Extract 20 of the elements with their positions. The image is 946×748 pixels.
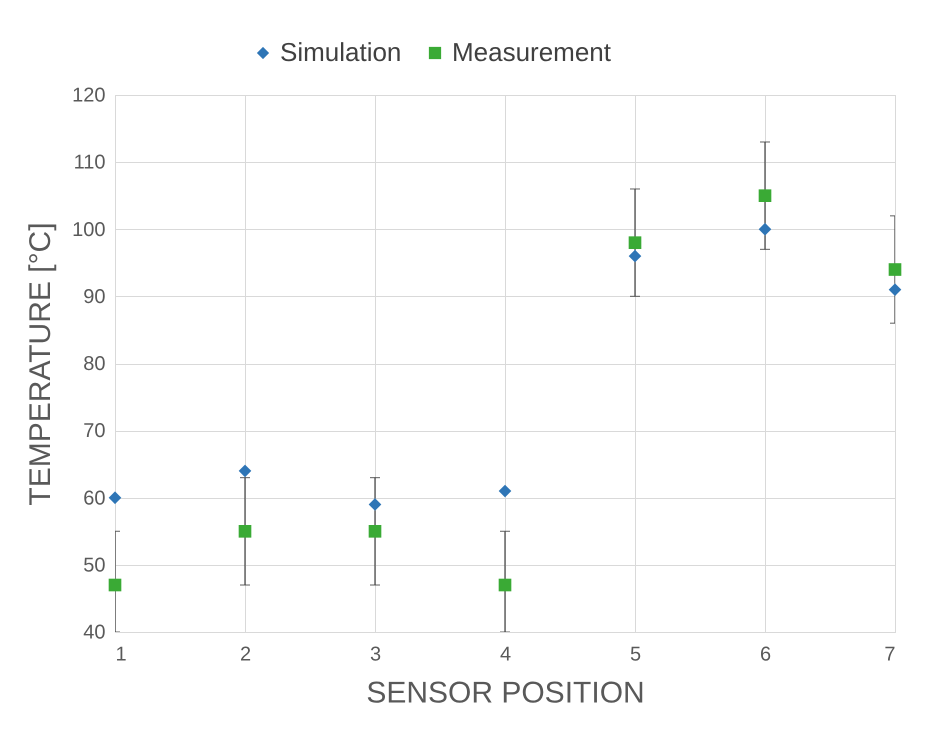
x-tick-label: 2: [240, 644, 252, 666]
y-tick-label: 100: [72, 218, 106, 241]
y-tick-label: 70: [83, 420, 106, 442]
y-tick-label: 50: [83, 554, 106, 576]
y-axis-title: TEMPERATURE [°C]: [24, 222, 58, 506]
x-tick-label: 1: [116, 644, 127, 666]
y-tick-label: 60: [83, 487, 106, 510]
x-tick-label: 4: [500, 644, 512, 666]
y-tick-label: 120: [72, 84, 106, 106]
legend-label: Simulation: [280, 37, 402, 67]
x-tick-label: 6: [760, 644, 772, 666]
x-axis-title: SENSOR POSITION: [366, 676, 645, 710]
y-tick-label: 90: [83, 286, 106, 308]
x-tick-label: 5: [630, 644, 642, 666]
y-tick-label: 80: [83, 353, 106, 375]
legend-label: Measurement: [452, 37, 612, 67]
x-tick-label: 7: [884, 644, 896, 666]
x-tick-label: 3: [370, 644, 382, 666]
y-tick-label: 110: [74, 152, 106, 174]
y-tick-label: 40: [83, 622, 106, 644]
